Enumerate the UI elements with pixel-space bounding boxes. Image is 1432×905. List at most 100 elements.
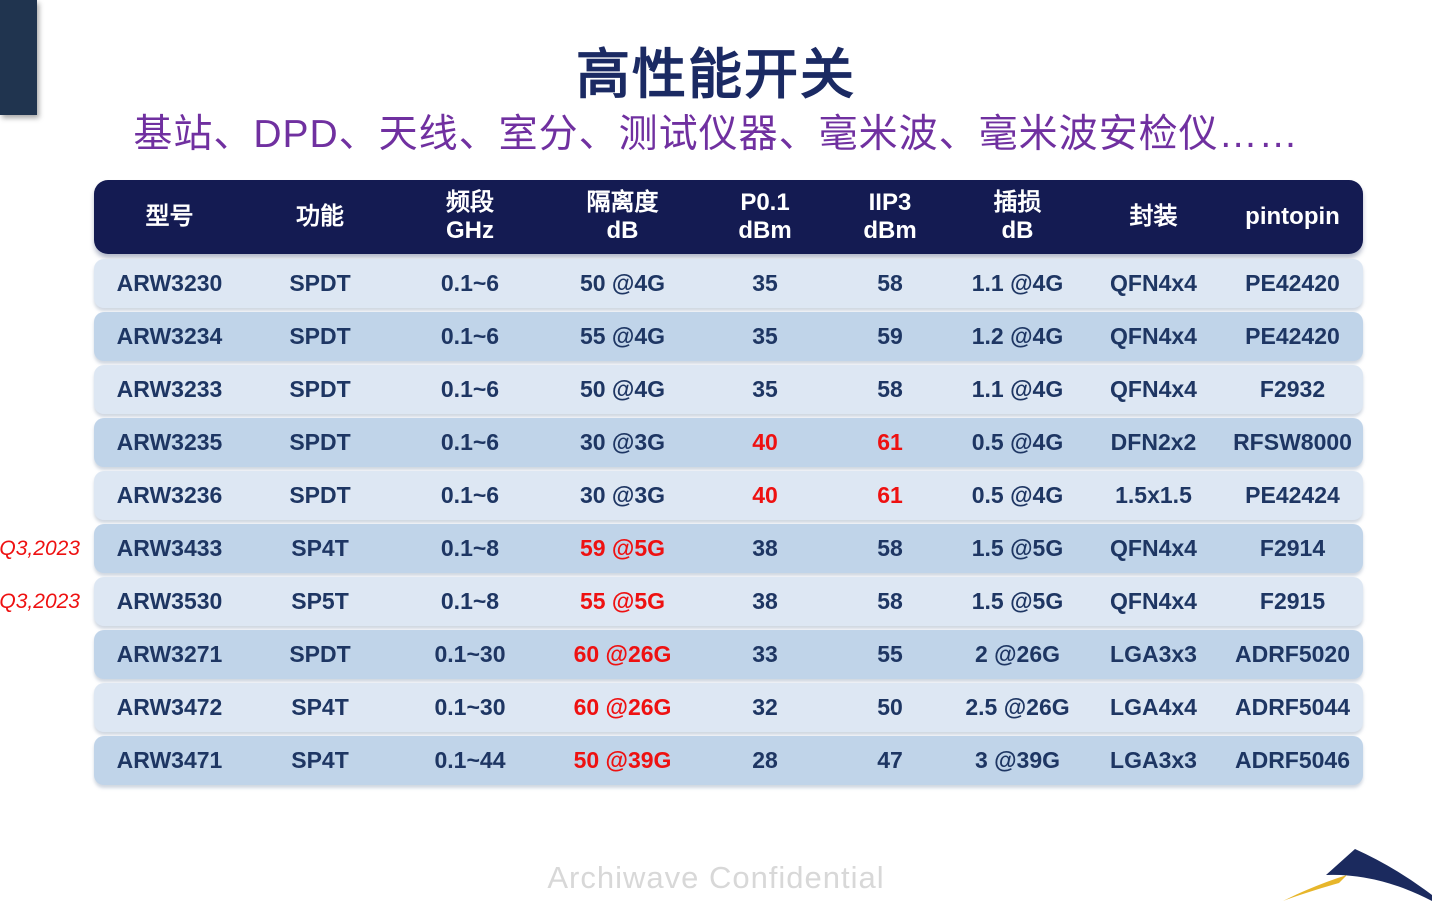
company-logo-icon [1283, 849, 1432, 901]
cell-package: LGA3x3 [1110, 641, 1197, 667]
cell-p01: 38 [752, 535, 778, 561]
cell-pintopin: F2915 [1259, 588, 1326, 614]
cell-insertion-loss: 2.5 @26G [965, 694, 1070, 720]
table-row: ARW3271 SPDT 0.1~30 60 @26G 33 55 2 @26G… [94, 630, 1363, 679]
cell-band: 0.1~6 [440, 376, 500, 402]
cell-model: ARW3433 [116, 535, 223, 561]
cell-iip3: 61 [877, 482, 903, 508]
release-date-annotation: Q3,2023 [0, 589, 80, 613]
cell-isolation: 30 @3G [579, 482, 666, 508]
table-body: ARW3230 SPDT 0.1~6 50 @4G 35 58 1.1 @4G … [0, 259, 1363, 785]
cell-pintopin: ADRF5044 [1234, 694, 1351, 720]
cell-function: SPDT [289, 482, 351, 508]
header-package: 封装 [1129, 203, 1178, 231]
cell-function: SPDT [289, 429, 351, 455]
cell-package: LGA3x3 [1110, 747, 1197, 773]
cell-isolation: 55 @5G [579, 588, 666, 614]
cell-isolation: 50 @39G [573, 747, 672, 773]
cell-insertion-loss: 1.1 @4G [971, 270, 1064, 296]
cell-p01: 33 [752, 641, 778, 667]
corner-accent-rect [0, 0, 37, 115]
table-header-row: 型号 功能 频段 GHz 隔离度 dB P0.1 dBm IIP3 dBm 插损 dB 封… [94, 180, 1363, 254]
header-p01: P0.1 dBm [738, 189, 792, 244]
header-model: 型号 [145, 203, 194, 231]
cell-package: QFN4x4 [1110, 270, 1197, 296]
cell-model: ARW3472 [116, 694, 223, 720]
page-subtitle: 基站、DPD、天线、室分、测试仪器、毫米波、毫米波安检仪…… [133, 113, 1299, 156]
cell-pintopin: PE42420 [1245, 323, 1340, 349]
cell-p01: 35 [752, 323, 778, 349]
cell-function: SPDT [289, 641, 351, 667]
cell-insertion-loss: 1.5 @5G [971, 535, 1064, 561]
cell-band: 0.1~6 [440, 482, 500, 508]
cell-pintopin: F2932 [1259, 376, 1326, 402]
header-insertion-loss: 插损 dB [993, 189, 1042, 244]
cell-model: ARW3235 [116, 429, 223, 455]
release-date-annotation: Q3,2023 [0, 536, 80, 560]
cell-iip3: 50 [877, 694, 903, 720]
cell-iip3: 58 [877, 535, 903, 561]
cell-function: SPDT [289, 376, 351, 402]
cell-pintopin: ADRF5020 [1234, 641, 1351, 667]
cell-pintopin: PE42420 [1245, 270, 1340, 296]
table-row: ARW3472 SP4T 0.1~30 60 @26G 32 50 2.5 @2… [94, 683, 1363, 732]
cell-band: 0.1~30 [434, 641, 506, 667]
cell-insertion-loss: 1.5 @5G [971, 588, 1064, 614]
cell-p01: 35 [752, 270, 778, 296]
cell-p01: 40 [752, 429, 778, 455]
table-row: ARW3234 SPDT 0.1~6 55 @4G 35 59 1.2 @4G … [94, 312, 1363, 361]
cell-package: QFN4x4 [1110, 376, 1197, 402]
cell-isolation: 60 @26G [573, 694, 672, 720]
cell-iip3: 47 [877, 747, 903, 773]
page-title: 高性能开关 [576, 45, 856, 105]
cell-model: ARW3530 [116, 588, 223, 614]
header-pintopin: pintopin [1245, 203, 1340, 231]
switch-table: 型号 功能 频段 GHz 隔离度 dB P0.1 dBm IIP3 dBm 插损 dB 封… [0, 180, 1363, 785]
table-row: Q3,2023 ARW3530 SP5T 0.1~8 55 @5G 38 58 … [0, 577, 1363, 626]
cell-iip3: 55 [877, 641, 903, 667]
cell-model: ARW3230 [116, 270, 223, 296]
cell-pintopin: RFSW8000 [1233, 429, 1352, 455]
cell-pintopin: ADRF5046 [1234, 747, 1351, 773]
cell-insertion-loss: 2 @26G [974, 641, 1061, 667]
cell-isolation: 59 @5G [579, 535, 666, 561]
cell-package: LGA4x4 [1110, 694, 1197, 720]
cell-isolation: 30 @3G [579, 429, 666, 455]
cell-model: ARW3271 [116, 641, 223, 667]
cell-insertion-loss: 0.5 @4G [971, 429, 1064, 455]
header-isolation: 隔离度 dB [586, 189, 659, 244]
cell-isolation: 55 @4G [579, 323, 666, 349]
cell-package: QFN4x4 [1110, 535, 1197, 561]
cell-function: SP4T [291, 747, 349, 773]
cell-p01: 38 [752, 588, 778, 614]
cell-pintopin: F2914 [1259, 535, 1326, 561]
cell-model: ARW3471 [116, 747, 223, 773]
header-iip3: IIP3 dBm [863, 189, 917, 244]
cell-p01: 32 [752, 694, 778, 720]
cell-iip3: 58 [877, 376, 903, 402]
header-band: 频段 GHz [446, 189, 494, 244]
cell-iip3: 58 [877, 270, 903, 296]
cell-model: ARW3236 [116, 482, 223, 508]
cell-insertion-loss: 1.2 @4G [971, 323, 1064, 349]
confidential-watermark: Archiwave Confidential [547, 860, 885, 895]
table-row: ARW3235 SPDT 0.1~6 30 @3G 40 61 0.5 @4G … [94, 418, 1363, 467]
cell-package: 1.5x1.5 [1115, 482, 1192, 508]
cell-p01: 35 [752, 376, 778, 402]
table-row: Q3,2023 ARW3433 SP4T 0.1~8 59 @5G 38 58 … [0, 524, 1363, 573]
table-row: ARW3236 SPDT 0.1~6 30 @3G 40 61 0.5 @4G … [94, 471, 1363, 520]
cell-model: ARW3234 [116, 323, 223, 349]
cell-function: SP5T [291, 588, 349, 614]
cell-insertion-loss: 0.5 @4G [971, 482, 1064, 508]
cell-pintopin: PE42424 [1245, 482, 1340, 508]
cell-band: 0.1~8 [440, 588, 500, 614]
cell-package: DFN2x2 [1110, 429, 1197, 455]
cell-function: SP4T [291, 694, 349, 720]
cell-function: SP4T [291, 535, 349, 561]
cell-function: SPDT [289, 270, 351, 296]
cell-model: ARW3233 [116, 376, 223, 402]
cell-iip3: 59 [877, 323, 903, 349]
cell-iip3: 58 [877, 588, 903, 614]
cell-band: 0.1~6 [440, 323, 500, 349]
